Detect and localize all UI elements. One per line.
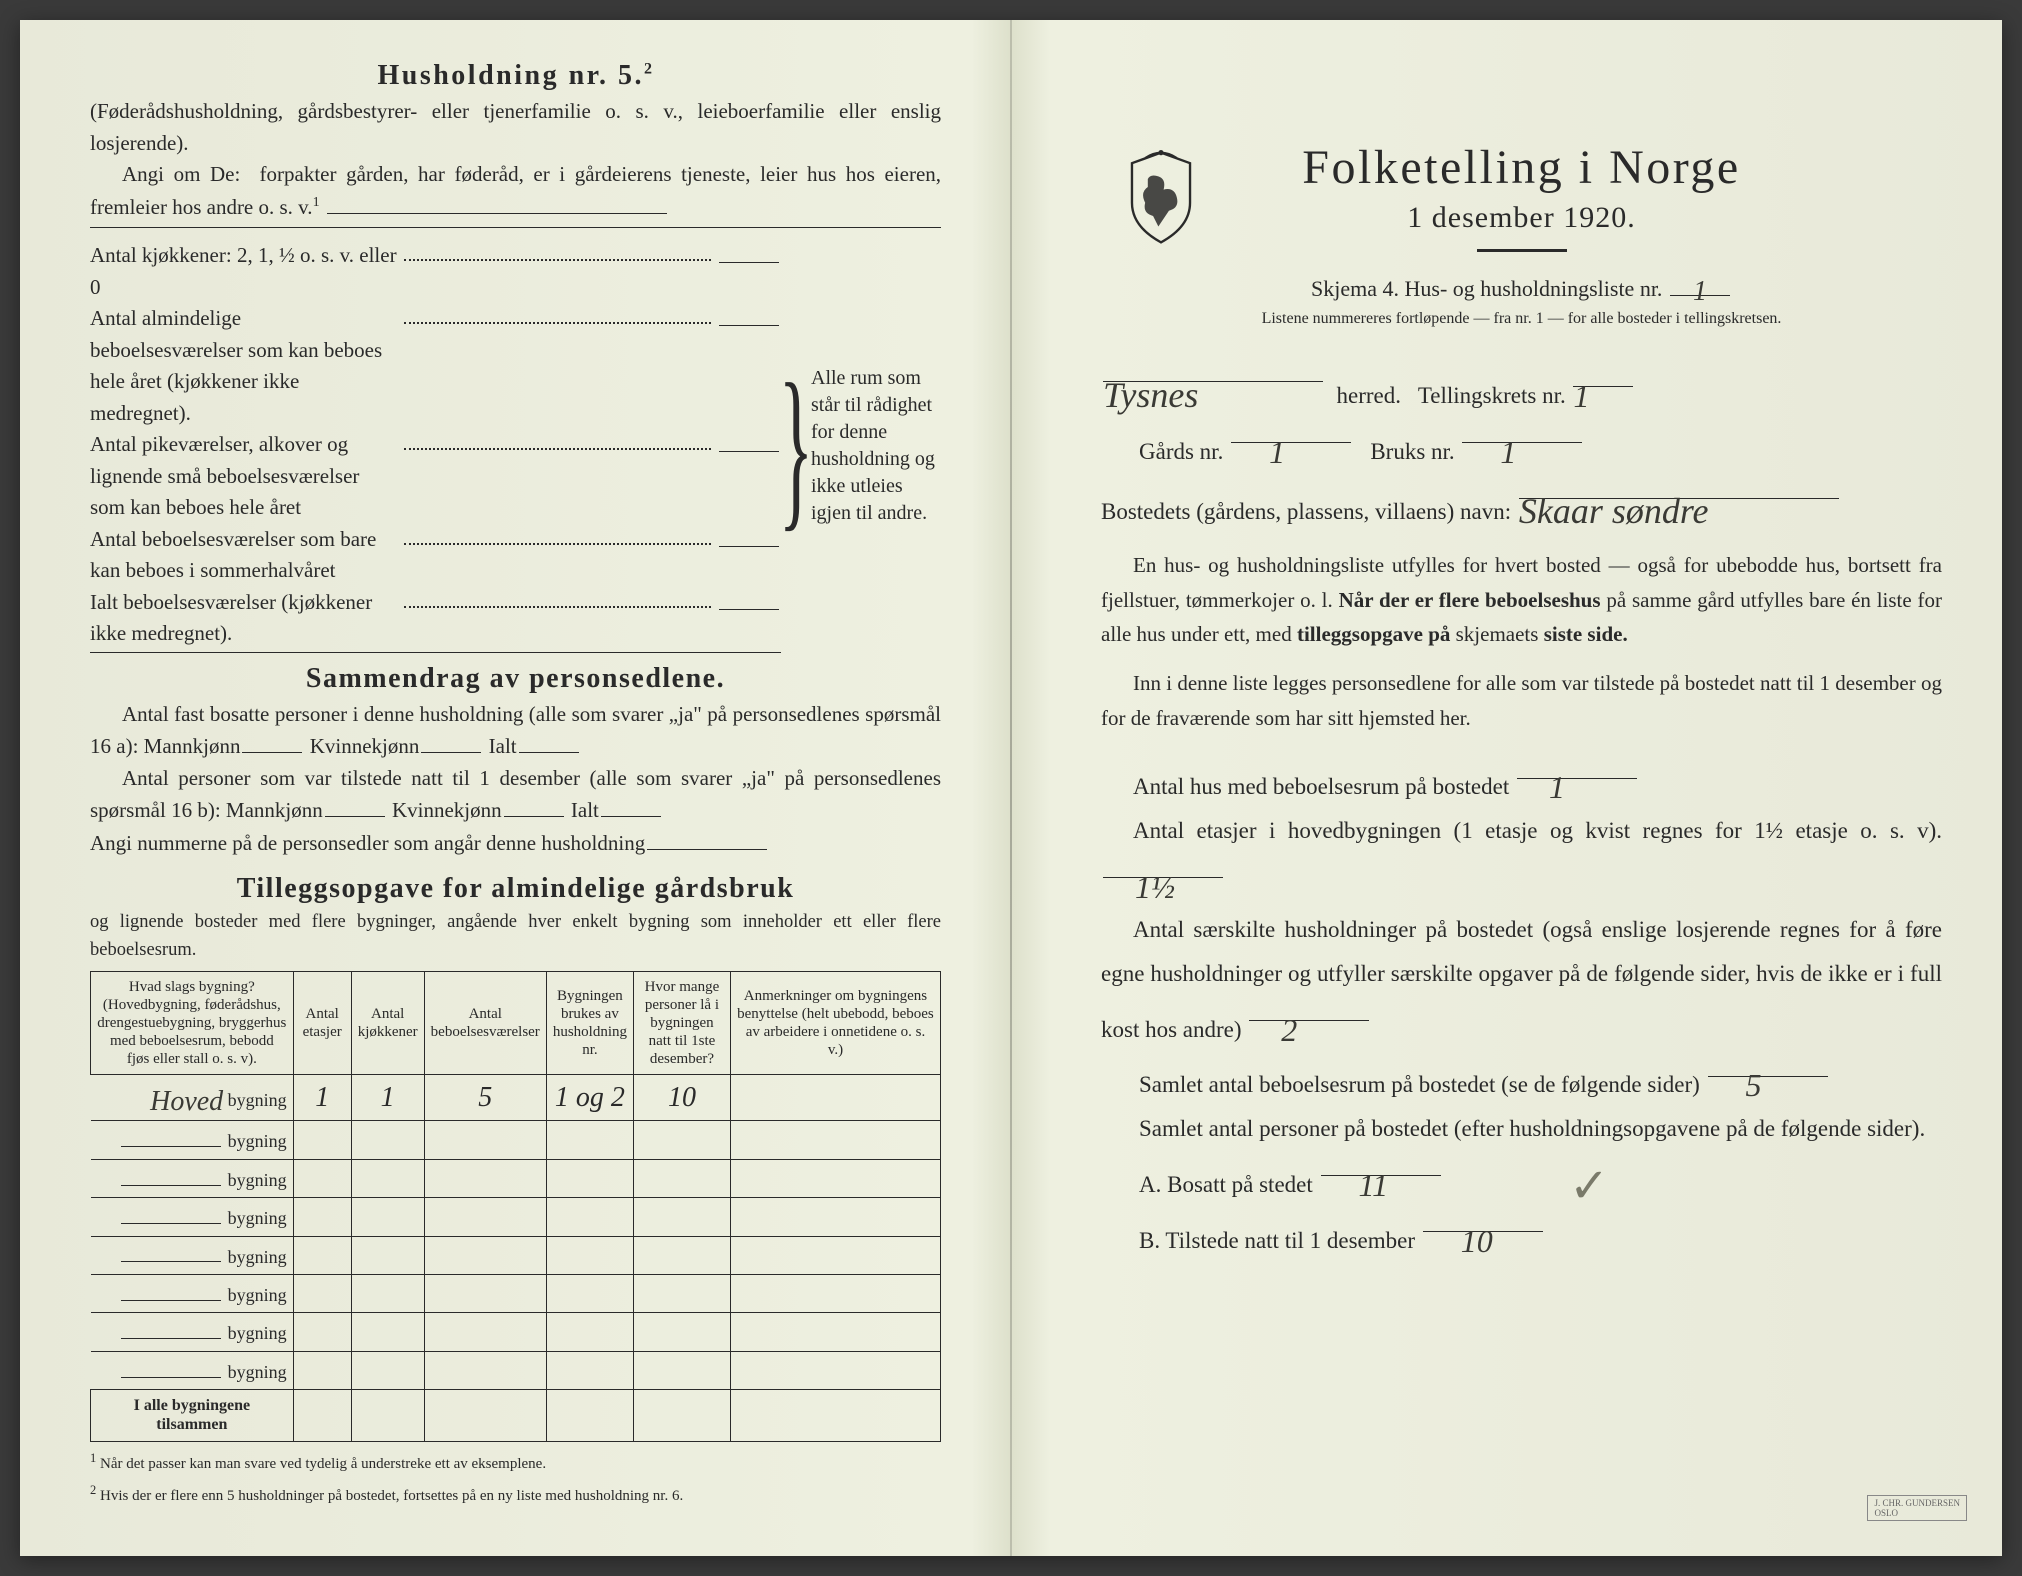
building-table: Hvad slags bygning? (Hovedbygning, føder…: [90, 971, 941, 1442]
heading-sammendrag: Sammendrag av personsedlene.: [90, 663, 941, 695]
table-row: bygning: [91, 1159, 941, 1197]
title-main: Folketelling i Norge: [1101, 140, 1942, 195]
field-samlet-rum: 5: [1746, 1067, 1762, 1103]
tillegg-sub: og lignende bosteder med flere bygninger…: [90, 909, 941, 965]
intro-1: (Føderådshusholdning, gårdsbestyrer- ell…: [90, 96, 941, 159]
field-herred: Tysnes: [1103, 375, 1198, 415]
footnote-2: 2 Hvis der er flere enn 5 husholdninger …: [90, 1482, 941, 1506]
heading-husholdning: Husholdning nr. 5.2: [90, 60, 941, 92]
sammen-line1: Antal fast bosatte personer i denne hush…: [90, 699, 941, 763]
sammen-line2: Antal personer som var tilstede natt til…: [90, 763, 941, 827]
census-document: Husholdning nr. 5.2 (Føderådshusholdning…: [20, 20, 2002, 1556]
th-bebo: Antal beboelsesværelser: [424, 971, 546, 1074]
th-bygning: Hvad slags bygning? (Hovedbygning, føder…: [91, 971, 294, 1074]
field-bosted: Skaar søndre: [1519, 491, 1709, 531]
para-2: Inn i denne liste legges personsedlene f…: [1101, 666, 1942, 735]
field-bosatt: 11: [1359, 1167, 1389, 1203]
field-saerskilte: 2: [1281, 1012, 1297, 1048]
field-antal-hus: 1: [1549, 769, 1565, 805]
skjema-line: Skjema 4. Hus- og husholdningsliste nr. …: [1101, 272, 1942, 302]
field-bruks: 1: [1500, 434, 1516, 470]
field-tellingskrets: 1: [1573, 378, 1589, 414]
th-anm: Anmerkninger om bygningens benyttelse (h…: [730, 971, 940, 1074]
page-right: Folketelling i Norge 1 desember 1920. Sk…: [1011, 20, 2002, 1556]
table-row: bygning: [91, 1313, 941, 1351]
crest-icon: [1121, 150, 1201, 245]
printer-stamp: J. CHR. GUNDERSENOSLO: [1867, 1495, 1967, 1521]
title-rule: [1477, 249, 1567, 252]
table-row: bygning: [91, 1351, 941, 1389]
brace-block: Antal kjøkkener: 2, 1, ½ o. s. v. eller …: [90, 240, 941, 653]
th-kjokkener: Antal kjøkkener: [351, 971, 424, 1074]
listene-line: Listene nummereres fortløpende — fra nr.…: [1101, 308, 1942, 330]
intro-2: Angi om De: forpakter gården, har føderå…: [90, 159, 941, 223]
fields-lower: Antal hus med beboelsesrum på bostedet 1…: [1101, 753, 1942, 1262]
th-etasjer: Antal etasjer: [293, 971, 351, 1074]
title-sub: 1 desember 1920.: [1101, 201, 1942, 235]
field-etasjer: 1½: [1135, 869, 1175, 905]
field-gards: 1: [1269, 434, 1285, 470]
form-fields: Tysnes herred. Tellingskrets nr. 1 Gårds…: [1101, 357, 1942, 534]
table-row: bygning: [91, 1275, 941, 1313]
footnote-1: 1 Når det passer kan man svare ved tydel…: [90, 1450, 941, 1474]
field-tilstede: 10: [1461, 1223, 1493, 1259]
th-hush: Bygningen brukes av husholdning nr.: [546, 971, 633, 1074]
table-row: Hoved bygning1151 og 210: [91, 1074, 941, 1121]
para-1: En hus- og husholdningsliste utfylles fo…: [1101, 548, 1942, 652]
table-row: bygning: [91, 1198, 941, 1236]
th-personer: Hvor mange personer lå i bygningen natt …: [633, 971, 730, 1074]
heading-tillegg: Tilleggsopgave for almindelige gårdsbruk: [90, 873, 941, 905]
table-row: bygning: [91, 1236, 941, 1274]
sammen-foot: Angi nummerne på de personsedler som ang…: [90, 827, 941, 860]
table-row: bygning: [91, 1121, 941, 1159]
page-left: Husholdning nr. 5.2 (Føderådshusholdning…: [20, 20, 1011, 1556]
total-label: I alle bygningene tilsammen: [91, 1390, 294, 1441]
